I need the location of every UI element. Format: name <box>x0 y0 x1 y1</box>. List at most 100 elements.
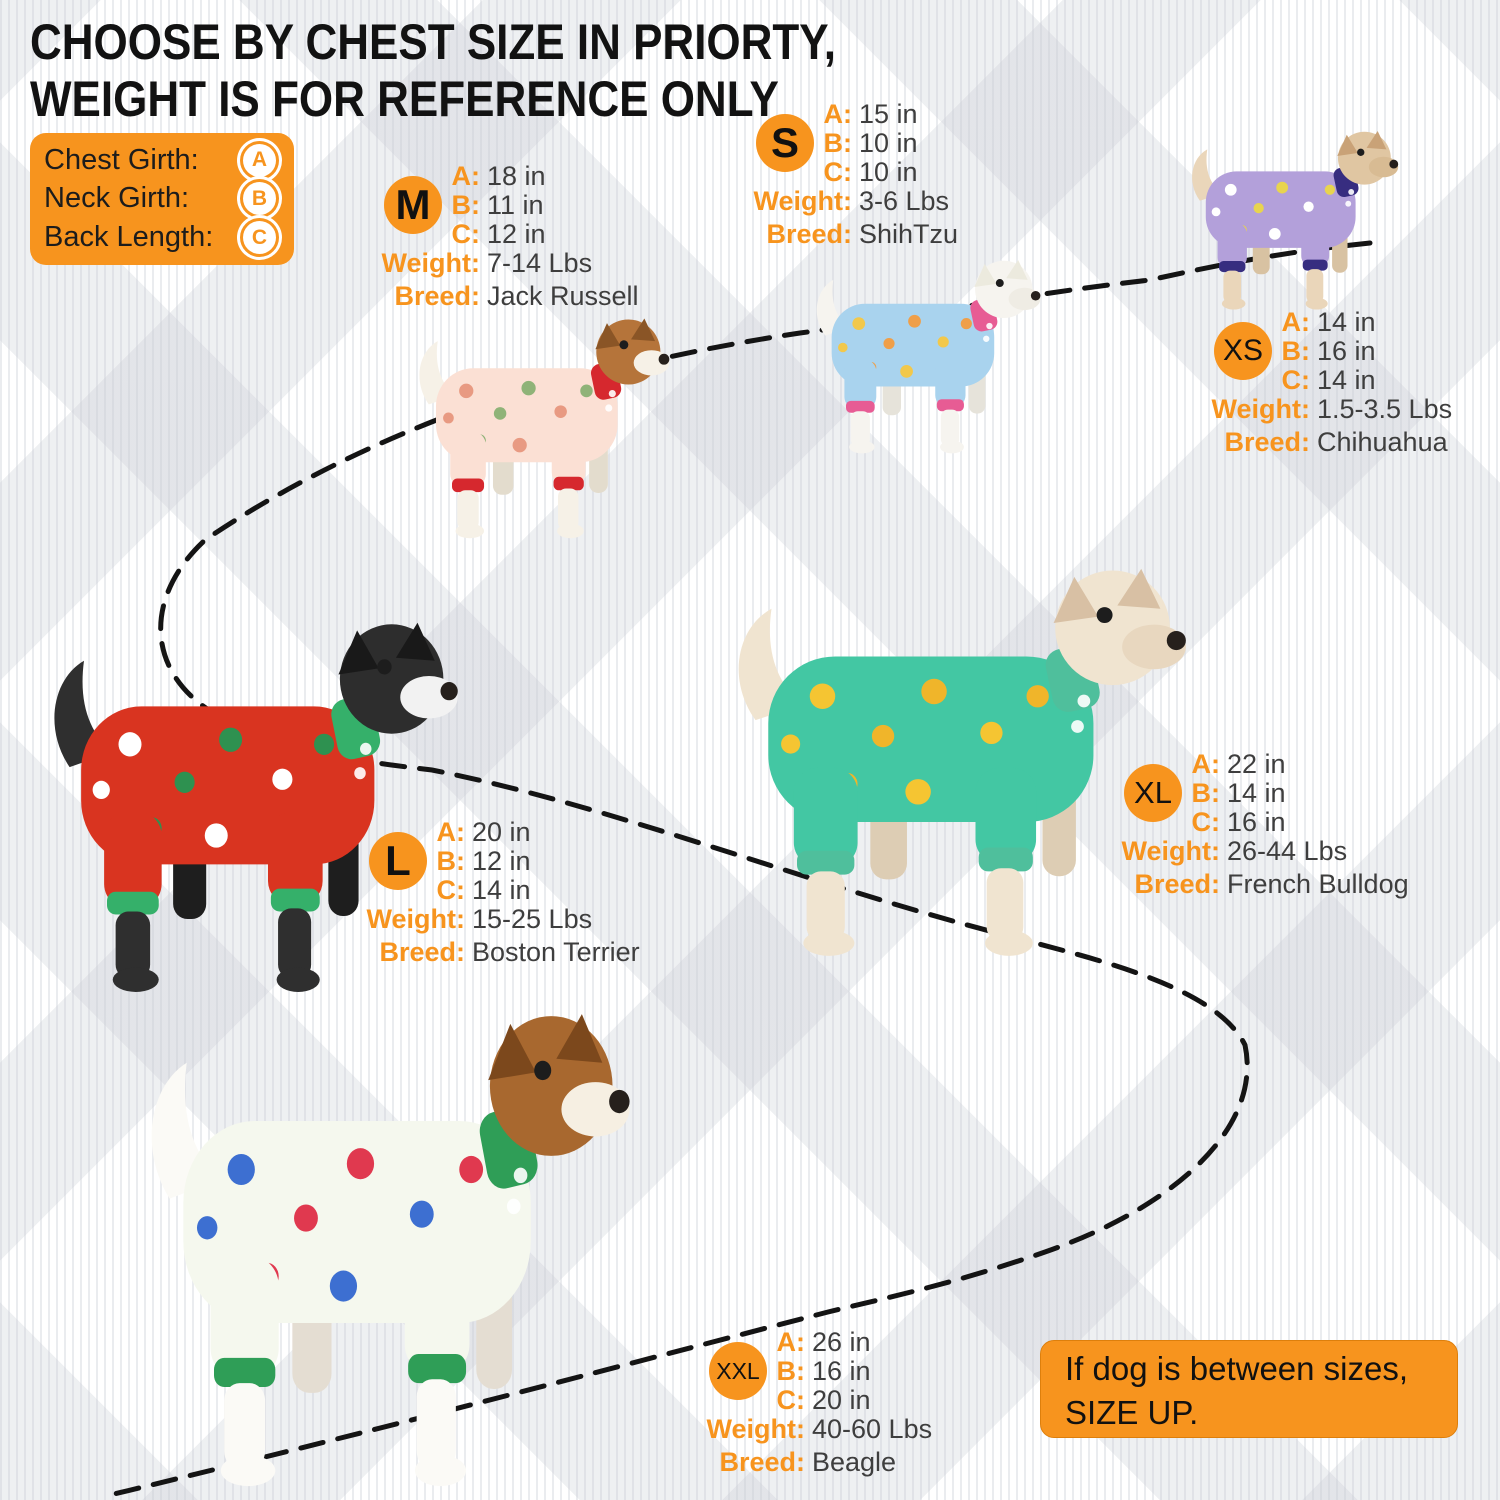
chest-girth-value: 22 in <box>1227 749 1286 779</box>
size-up-note: If dog is between sizes, SIZE UP. <box>1040 1340 1458 1438</box>
back-length-label: C: <box>451 219 481 249</box>
size-specs: A: 20 in B: 12 in C: 14 in Weight: 15-25… <box>353 818 640 966</box>
back-length-label: C: <box>436 875 466 905</box>
measurement-legend: Chest Girth: A Neck Girth: B Back Length… <box>30 133 294 265</box>
dog-photo-beagle <box>105 985 650 1490</box>
size-badge: XL <box>1124 764 1182 822</box>
dog-photo-jack-russell <box>395 305 680 540</box>
neck-girth-value: 14 in <box>1227 778 1286 808</box>
back-length-label: C: <box>823 157 853 187</box>
neck-girth-label: B: <box>1281 336 1311 366</box>
size-block-m: M A: 18 in B: 11 in C: 12 in Weight: 7-1… <box>368 162 639 310</box>
neck-girth-label: B: <box>823 128 853 158</box>
weight-value: 1.5-3.5 Lbs <box>1317 394 1453 424</box>
size-letter: XL <box>1134 775 1172 810</box>
weight-label: Weight: <box>706 1414 805 1444</box>
page-title: CHOOSE BY CHEST SIZE IN PRIORTY, WEIGHT … <box>30 14 836 128</box>
size-block-xl: XL A: 22 in B: 14 in C: 16 in Weight: 26… <box>1108 750 1409 898</box>
weight-value: 3-6 Lbs <box>859 186 950 216</box>
title-line-2: WEIGHT IS FOR REFERENCE ONLY <box>30 71 779 127</box>
back-length-value: 12 in <box>487 219 546 249</box>
chest-girth-label: A: <box>451 161 481 191</box>
breed-label: Breed: <box>766 219 852 249</box>
weight-label: Weight: <box>366 904 465 934</box>
legend-row-neck: Neck Girth: B <box>44 182 280 216</box>
size-block-l: L A: 20 in B: 12 in C: 14 in Weight: 15-… <box>353 818 640 966</box>
legend-row-back: Back Length: C <box>44 221 280 255</box>
size-letter: M <box>395 181 431 228</box>
size-badge: XXL <box>709 1342 767 1400</box>
weight-label: Weight: <box>753 186 852 216</box>
size-block-xxl: XXL A: 26 in B: 16 in C: 20 in Weight: 4… <box>693 1327 933 1477</box>
neck-girth-label: B: <box>776 1356 806 1386</box>
weight-label: Weight: <box>1211 394 1310 424</box>
neck-girth-value: 16 in <box>812 1356 871 1386</box>
chest-girth-label: A: <box>1191 749 1221 779</box>
dog-photo-shihtzu <box>795 248 1050 455</box>
breed-value: Beagle <box>812 1447 897 1477</box>
breed-value: French Bulldog <box>1227 869 1409 899</box>
breed-label: Breed: <box>379 937 465 967</box>
neck-girth-label: B: <box>1191 778 1221 808</box>
back-length-value: 10 in <box>859 157 918 187</box>
neck-girth-value: 10 in <box>859 128 918 158</box>
breed-value: Jack Russell <box>487 281 639 311</box>
back-length-value: 16 in <box>1227 807 1286 837</box>
weight-value: 15-25 Lbs <box>472 904 593 934</box>
neck-girth-value: 12 in <box>472 846 531 876</box>
letter-c-badge-icon: C <box>243 221 276 255</box>
size-block-s: S A: 15 in B: 10 in C: 10 in Weight: 3-6… <box>740 99 959 249</box>
note-line-2: SIZE UP. <box>1065 1394 1199 1431</box>
breed-value: ShihTzu <box>859 219 959 249</box>
breed-value: Boston Terrier <box>472 937 640 967</box>
size-badge: XS <box>1214 322 1272 380</box>
back-length-value: 14 in <box>472 875 531 905</box>
size-badge: M <box>384 176 442 234</box>
weight-value: 7-14 Lbs <box>487 248 593 278</box>
legend-label: Chest Girth: <box>44 143 199 176</box>
size-badge: L <box>369 832 427 890</box>
note-line-1: If dog is between sizes, <box>1065 1350 1409 1387</box>
breed-label: Breed: <box>719 1447 805 1477</box>
size-specs: A: 14 in B: 16 in C: 14 in Weight: 1.5-3… <box>1198 307 1453 457</box>
letter-b-badge-icon: B <box>243 182 276 216</box>
size-specs: A: 18 in B: 11 in C: 12 in Weight: 7-14 … <box>368 162 639 310</box>
back-length-value: 20 in <box>812 1385 871 1415</box>
dog-photo-chihuahua <box>1172 120 1407 311</box>
legend-row-chest: Chest Girth: A <box>44 143 280 177</box>
size-letter: XS <box>1222 334 1264 367</box>
neck-girth-label: B: <box>436 846 466 876</box>
chest-girth-value: 18 in <box>487 161 546 191</box>
chest-girth-label: A: <box>823 99 853 129</box>
weight-value: 40-60 Lbs <box>812 1414 933 1444</box>
chest-girth-label: A: <box>436 817 466 847</box>
breed-label: Breed: <box>394 281 480 311</box>
back-length-label: C: <box>1191 807 1221 837</box>
chest-girth-label: A: <box>776 1327 806 1357</box>
letter-a-badge-icon: A <box>243 143 276 177</box>
back-length-value: 14 in <box>1317 365 1376 395</box>
neck-girth-value: 16 in <box>1317 336 1376 366</box>
size-letter: L <box>385 837 411 884</box>
size-specs: A: 22 in B: 14 in C: 16 in Weight: 26-44… <box>1108 750 1409 898</box>
chest-girth-value: 14 in <box>1317 307 1376 337</box>
weight-label: Weight: <box>1121 836 1220 866</box>
size-block-xs: XS A: 14 in B: 16 in C: 14 in Weight: 1.… <box>1198 307 1453 457</box>
breed-value: Chihuahua <box>1317 427 1448 457</box>
size-letter: S <box>770 119 799 166</box>
size-badge: S <box>756 114 814 172</box>
chest-girth-value: 15 in <box>859 99 918 129</box>
neck-girth-label: B: <box>451 190 481 220</box>
back-length-label: C: <box>1281 365 1311 395</box>
chest-girth-value: 26 in <box>812 1327 871 1357</box>
breed-label: Breed: <box>1134 869 1220 899</box>
back-length-label: C: <box>776 1385 806 1415</box>
chest-girth-value: 20 in <box>472 817 531 847</box>
size-letter: XXL <box>716 1357 760 1384</box>
neck-girth-value: 11 in <box>487 190 544 220</box>
size-specs: A: 15 in B: 10 in C: 10 in Weight: 3-6 L… <box>740 99 959 249</box>
legend-label: Back Length: <box>44 221 214 254</box>
weight-label: Weight: <box>381 248 480 278</box>
